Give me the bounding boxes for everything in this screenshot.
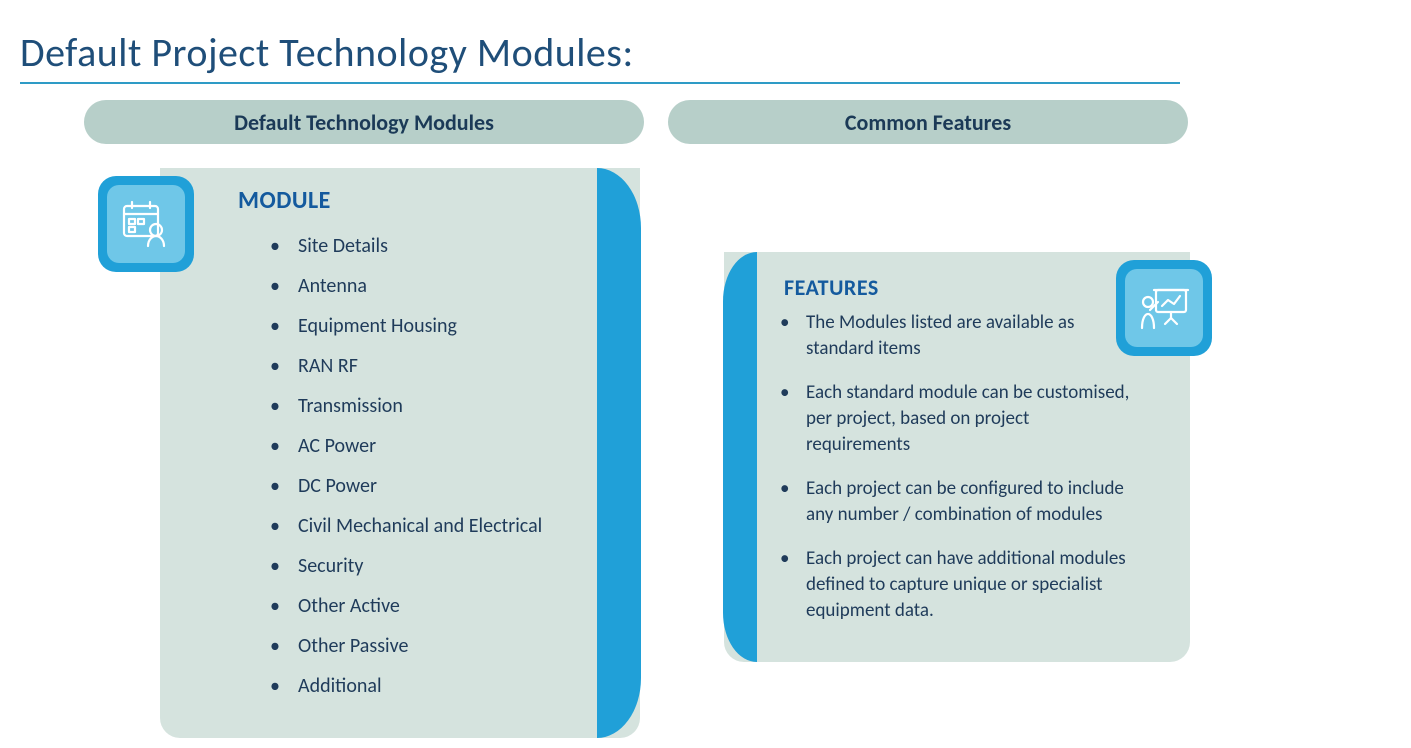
module-list-item: AC Power bbox=[270, 426, 542, 466]
module-list-item: Transmission bbox=[270, 386, 542, 426]
feature-icon-badge-inner bbox=[1125, 269, 1203, 347]
module-list-item: Other Passive bbox=[270, 626, 542, 666]
presentation-icon bbox=[1136, 280, 1192, 336]
module-list-item: Civil Mechanical and Electrical bbox=[270, 506, 542, 546]
module-list-item: Antenna bbox=[270, 266, 542, 306]
module-list-item: RAN RF bbox=[270, 346, 542, 386]
feature-list-item: Each project can be configured to includ… bbox=[780, 476, 1130, 528]
module-card-title: MODULE bbox=[238, 186, 331, 215]
module-list: Site Details Antenna Equipment Housing R… bbox=[270, 226, 542, 706]
module-card-accent bbox=[597, 168, 641, 738]
module-icon-badge bbox=[98, 176, 194, 272]
module-card: MODULE Site Details Antenna Equipment Ho… bbox=[160, 168, 640, 738]
module-list-item: Other Active bbox=[270, 586, 542, 626]
module-list-item: Additional bbox=[270, 666, 542, 706]
module-list-item: DC Power bbox=[270, 466, 542, 506]
feature-icon-badge bbox=[1116, 260, 1212, 356]
feature-list-item: Each project can have additional modules… bbox=[780, 546, 1130, 624]
calendar-user-icon bbox=[118, 196, 174, 252]
page-title: Default Project Technology Modules: bbox=[20, 28, 634, 77]
feature-list-item: The Modules listed are available as stan… bbox=[780, 310, 1130, 362]
module-list-item: Site Details bbox=[270, 226, 542, 266]
module-icon-badge-inner bbox=[107, 185, 185, 263]
feature-card-title: FEATURES bbox=[784, 274, 879, 301]
feature-list-item: Each standard module can be customised, … bbox=[780, 380, 1130, 458]
header-pill-modules: Default Technology Modules bbox=[84, 100, 644, 144]
header-pill-features: Common Features bbox=[668, 100, 1188, 144]
title-underline bbox=[20, 82, 1180, 84]
module-list-item: Security bbox=[270, 546, 542, 586]
feature-card-accent bbox=[723, 252, 757, 662]
module-list-item: Equipment Housing bbox=[270, 306, 542, 346]
feature-list: The Modules listed are available as stan… bbox=[780, 310, 1130, 642]
